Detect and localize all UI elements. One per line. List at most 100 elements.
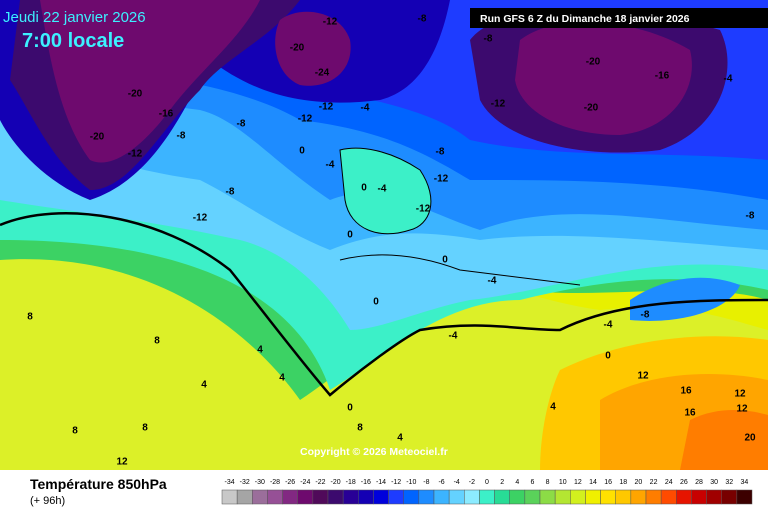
- contour-label: -16: [655, 71, 670, 82]
- scale-swatch: [539, 489, 556, 505]
- scale-swatch: [464, 489, 480, 505]
- temperature-field: [0, 0, 768, 470]
- scale-swatch: [554, 489, 571, 505]
- scale-label: -16: [361, 479, 371, 486]
- scale-label: 22: [650, 479, 658, 486]
- scale-swatch: [645, 489, 662, 505]
- contour-label: 8: [154, 336, 160, 347]
- contour-label: 4: [201, 380, 207, 391]
- scale-swatch: [448, 489, 465, 505]
- contour-label: -8: [746, 211, 755, 222]
- scale-swatch: [615, 489, 632, 505]
- contour-label: -20: [90, 132, 105, 143]
- scale-label: 28: [695, 479, 703, 486]
- scale-swatch: [267, 489, 283, 505]
- scale-label: 16: [604, 479, 612, 486]
- run: Run GFS 6 Z du Dimanche 18 janvier 2026: [480, 13, 690, 25]
- contour-label: 4: [279, 373, 285, 384]
- scale-label: 20: [635, 479, 643, 486]
- scale-swatch: [252, 489, 268, 505]
- scale-label: 30: [710, 479, 718, 486]
- scale-swatch: [706, 489, 722, 505]
- scale-label: -6: [438, 479, 444, 486]
- contour-label: 12: [637, 371, 649, 382]
- scale-swatch: [721, 489, 738, 505]
- contour-label: -4: [326, 160, 335, 171]
- contour-label: 12: [736, 404, 748, 415]
- scale-swatch: [585, 489, 601, 505]
- contour-label: -4: [449, 331, 458, 342]
- contour-label: -12: [319, 102, 334, 113]
- scale-swatch: [342, 489, 359, 505]
- scale-label: -2: [469, 479, 475, 486]
- time: 7:00 locale: [22, 30, 124, 52]
- scale-swatch: [524, 489, 541, 505]
- contour-label: -4: [724, 74, 733, 85]
- contour-label: 20: [744, 433, 756, 444]
- contour-label: -4: [604, 320, 613, 331]
- scale-label: -4: [454, 479, 460, 486]
- footer-title: Température 850hPa: [30, 476, 167, 492]
- contour-label: 0: [442, 255, 448, 266]
- scale-swatch: [312, 489, 329, 505]
- contour-label: -8: [641, 310, 650, 321]
- contour-label: 0: [361, 183, 367, 194]
- scale-swatch: [570, 489, 586, 505]
- scale-label: 0: [485, 479, 489, 486]
- contour-label: 8: [142, 423, 148, 434]
- scale-label: 4: [515, 479, 519, 486]
- contour-label: -4: [378, 184, 387, 195]
- contour-label: -12: [298, 114, 313, 125]
- contour-label: 4: [550, 402, 556, 413]
- contour-label: -12: [416, 204, 431, 215]
- scale-label: 14: [589, 479, 597, 486]
- contour-label: -16: [159, 109, 174, 120]
- scale-label: -28: [270, 479, 280, 486]
- contour-label: -20: [290, 43, 305, 54]
- scale-label: -32: [240, 479, 250, 486]
- scale-label: 12: [574, 479, 582, 486]
- scale-swatch: [418, 489, 435, 505]
- scale-swatch: [403, 489, 420, 505]
- scale-swatch: [660, 489, 677, 505]
- scale-label: -20: [331, 479, 341, 486]
- contour-label: -8: [226, 187, 235, 198]
- contour-label: 4: [257, 345, 263, 356]
- scale-swatch: [236, 489, 253, 505]
- scale-label: 6: [530, 479, 534, 486]
- contour-label: -12: [434, 174, 449, 185]
- scale-swatch: [600, 489, 616, 505]
- scale-swatch: [630, 489, 647, 505]
- scale-label: -14: [376, 479, 386, 486]
- scale-swatch: [373, 489, 389, 505]
- scale-swatch: [297, 489, 314, 505]
- scale-swatch: [282, 489, 298, 505]
- color-scale: -34 -32 -30 -28 -26 -24 -22 -20 -18 -16 -14 -12 -10-…: [221, 479, 753, 505]
- contour-label: 8: [72, 426, 78, 437]
- scale-label: 2: [500, 479, 504, 486]
- scale-label: 8: [546, 479, 550, 486]
- contour-label: 4: [397, 433, 403, 444]
- scale-label: -30: [255, 479, 265, 486]
- contour-label: 0: [299, 146, 305, 157]
- scale-swatch: [433, 489, 450, 505]
- scale-swatch: [327, 489, 344, 505]
- footer-lead: (+ 96h): [30, 495, 65, 507]
- scale-swatch: [494, 489, 510, 505]
- scale-label: 26: [680, 479, 688, 486]
- scale-swatch: [691, 489, 707, 505]
- contour-labels: -20 -16 -20 -12 -8 -12 -8 -20 -24 -12 -8 -8 -12 -20 -1…: [27, 14, 756, 468]
- scale-swatch: [479, 489, 495, 505]
- contour-label: -12: [128, 149, 143, 160]
- scale-label: 10: [559, 479, 567, 486]
- contour-label: 0: [347, 403, 353, 414]
- contour-label: 16: [684, 408, 696, 419]
- contour-label: 0: [373, 297, 379, 308]
- scale-label: -24: [300, 479, 310, 486]
- scale-swatch: [221, 489, 238, 505]
- contour-label: 16: [680, 386, 692, 397]
- contour-label: -4: [361, 103, 370, 114]
- contour-label: 8: [27, 312, 33, 323]
- contour-label: -12: [323, 17, 338, 28]
